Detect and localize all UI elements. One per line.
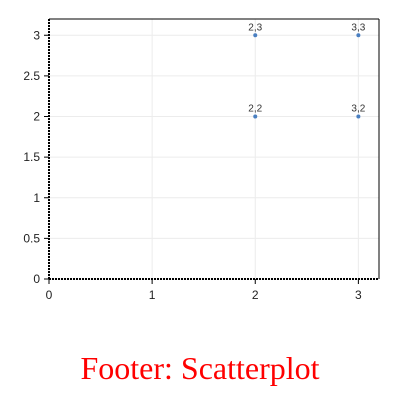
axes — [44, 18, 380, 284]
y-tick-label: 0.5 — [23, 231, 40, 245]
data-point — [253, 114, 258, 119]
data-point-label: 3,2 — [351, 104, 365, 115]
x-tick-label: 2 — [252, 288, 259, 302]
y-tick-label: 1 — [33, 191, 40, 205]
data-point — [356, 33, 361, 38]
y-tick-label: 3 — [33, 28, 40, 42]
footer-caption: Footer: Scatterplot — [80, 350, 320, 386]
data-point-label: 2,2 — [248, 104, 262, 115]
x-tick-label: 3 — [355, 288, 362, 302]
grid-lines — [48, 19, 379, 280]
data-point — [356, 114, 361, 119]
tick-labels: 0 1 2 3 0 0.5 1 1.5 2 2.5 3 — [23, 28, 362, 302]
data-points: 2,3 3,3 2,2 3,2 — [248, 22, 366, 119]
data-point-label: 2,3 — [248, 22, 262, 33]
scatter-chart: 0 1 2 3 0 0.5 1 1.5 2 2.5 3 2,3 3,3 2,2 3,2 — [23, 18, 380, 302]
y-tick-label: 2 — [33, 110, 40, 124]
y-tick-label: 1.5 — [23, 150, 40, 164]
data-point — [253, 33, 258, 38]
y-tick-label: 0 — [33, 272, 40, 286]
data-point-label: 3,3 — [351, 22, 365, 33]
y-tick-label: 2.5 — [23, 69, 40, 83]
x-tick-label: 1 — [149, 288, 156, 302]
x-tick-label: 0 — [46, 288, 53, 302]
